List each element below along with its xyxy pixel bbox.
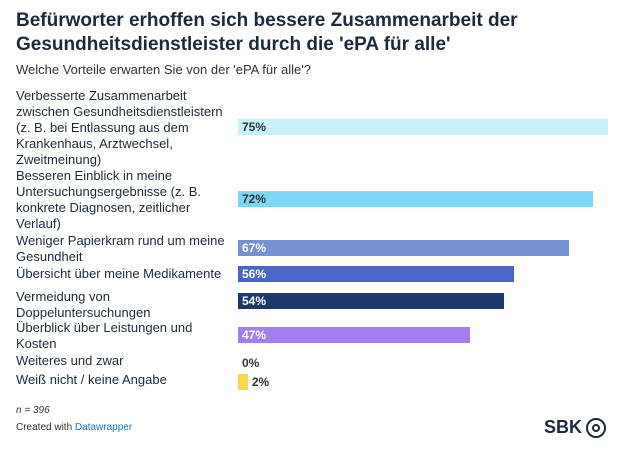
- category-label: Übersicht über meine Medikamente: [16, 266, 222, 281]
- sample-size-note: n = 396: [16, 405, 50, 416]
- category-label: Vermeidung von Doppeluntersuchungen: [16, 289, 151, 320]
- bar: [238, 119, 608, 135]
- category-label: Besseren Einblick in meine Untersuchungs…: [16, 168, 201, 231]
- value-label: 56%: [242, 267, 267, 281]
- bar: [238, 374, 248, 390]
- bar: [238, 240, 569, 256]
- brand-name: SBK: [543, 417, 582, 437]
- category-label: Überblick über Leistungen und Kosten: [16, 320, 193, 351]
- value-label: 67%: [242, 241, 267, 255]
- category-label: Verbesserte Zusammenarbeit zwischen Gesu…: [16, 88, 223, 167]
- value-label: 72%: [242, 192, 267, 206]
- bar: [238, 191, 594, 207]
- datawrapper-link[interactable]: Datawrapper: [74, 422, 133, 433]
- category-label: Weiteres und zwar: [16, 353, 124, 368]
- bar: [238, 266, 515, 282]
- value-label: 2%: [251, 375, 270, 389]
- category-label: Weniger Papierkram rund um meine Gesundh…: [16, 233, 225, 264]
- sbk-heart-icon: [586, 417, 606, 438]
- value-label: 75%: [242, 120, 267, 134]
- chart-title: Befürworter erhoffen sich bessere Zusamm…: [16, 10, 518, 55]
- value-label: 47%: [242, 328, 267, 342]
- credit-prefix: Created with: [16, 422, 73, 433]
- value-label: 54%: [242, 294, 267, 308]
- bar: [238, 327, 470, 343]
- bar: [238, 293, 505, 309]
- chart-subtitle: Welche Vorteile erwarten Sie von der 'eP…: [16, 62, 311, 77]
- category-label: Weiß nicht / keine Angabe: [16, 372, 167, 387]
- sbk-logo: SBK: [544, 417, 606, 438]
- value-label: 0%: [242, 356, 260, 370]
- credit-line: Created with Datawrapper: [16, 422, 132, 433]
